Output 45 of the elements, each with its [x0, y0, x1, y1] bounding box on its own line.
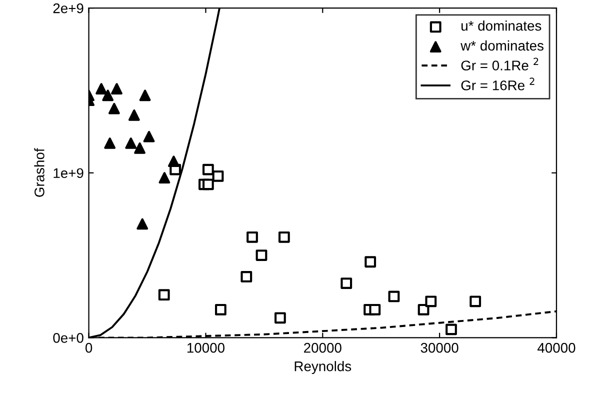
- point: [102, 90, 114, 102]
- y-tick-label: 1e+9: [54, 168, 84, 178]
- point: [446, 324, 457, 336]
- point: [425, 296, 437, 308]
- point: [369, 304, 381, 316]
- point: [388, 290, 400, 302]
- point: [168, 156, 180, 168]
- point: [158, 289, 170, 301]
- x-tick-label: 10000: [187, 342, 224, 353]
- point: [340, 278, 352, 289]
- point: [104, 137, 116, 149]
- point: [96, 83, 108, 95]
- legend-label: u* dominates: [462, 20, 542, 31]
- point: [202, 164, 214, 176]
- point: [158, 172, 170, 184]
- x-tick-label: 0: [85, 342, 92, 353]
- point: [212, 170, 224, 182]
- x-tick-label: 40000: [537, 342, 576, 353]
- point: [143, 130, 155, 142]
- point: [108, 102, 120, 114]
- point: [139, 90, 151, 102]
- point: [240, 270, 252, 282]
- point: [364, 256, 376, 268]
- point: [470, 296, 482, 308]
- point: [125, 137, 137, 149]
- legend-label: w* dominates: [460, 40, 544, 51]
- point: [128, 109, 140, 121]
- point: [278, 231, 290, 243]
- legend-label: Gr = 16Re $^{2}$: [461, 78, 534, 90]
- point: [246, 231, 258, 243]
- point: [274, 312, 286, 324]
- y-tick-label: 2e+9: [53, 3, 84, 14]
- point: [111, 83, 122, 95]
- y-tick-label: 0e+0: [53, 333, 84, 343]
- point: [214, 304, 226, 316]
- y-axis-title: Grashof: [34, 148, 44, 197]
- point: [136, 218, 148, 230]
- x-tick-label: 20000: [304, 342, 342, 353]
- point: [202, 178, 214, 190]
- x-axis-title: Reynolds: [294, 361, 352, 374]
- point: [256, 250, 268, 261]
- point: [418, 304, 430, 316]
- legend-label: Gr = 0.1Re $^{2}$: [461, 58, 538, 70]
- point: [134, 142, 146, 154]
- x-tick-label: 30000: [420, 342, 458, 353]
